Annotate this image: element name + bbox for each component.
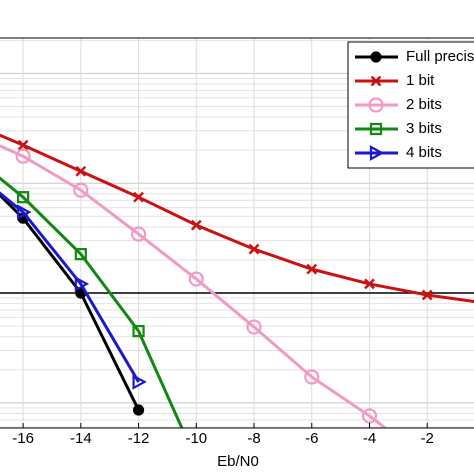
marker — [133, 191, 144, 203]
marker — [16, 191, 30, 204]
marker — [74, 276, 90, 292]
legend-label: 2 bits — [406, 96, 442, 113]
legend-label: 1 bit — [406, 72, 435, 89]
marker — [132, 374, 147, 390]
marker — [368, 97, 384, 113]
legend-label: Full precision — [406, 48, 474, 65]
x-tick-label: -8 — [247, 430, 260, 447]
x-tick-label: -4 — [363, 430, 376, 447]
marker — [421, 454, 434, 467]
marker — [75, 165, 87, 177]
x-tick-label: -16 — [12, 430, 34, 447]
legend-label: 4 bits — [406, 144, 442, 161]
marker — [15, 148, 31, 164]
x-axis-label: Eb/N0 — [217, 453, 259, 470]
marker — [369, 122, 383, 136]
marker — [130, 226, 147, 242]
marker — [74, 248, 87, 261]
series-line — [0, 133, 474, 304]
marker — [421, 289, 433, 301]
series-line — [0, 176, 184, 428]
marker — [190, 219, 202, 231]
marker — [306, 263, 318, 275]
marker — [369, 145, 385, 161]
series-line — [0, 191, 140, 383]
series-line — [0, 144, 388, 428]
x-tick-label: -10 — [185, 430, 207, 447]
marker — [364, 278, 375, 290]
x-tick-label: -12 — [128, 430, 150, 447]
marker — [132, 404, 145, 416]
marker — [191, 455, 201, 465]
series-line — [0, 193, 140, 411]
x-tick-label: -2 — [421, 430, 434, 447]
marker — [361, 408, 378, 424]
marker — [73, 182, 89, 198]
legend-label: 3 bits — [406, 120, 442, 137]
marker — [304, 369, 320, 385]
marker — [370, 75, 382, 87]
marker — [370, 51, 382, 63]
marker — [16, 204, 32, 221]
marker — [246, 319, 262, 335]
marker — [188, 271, 204, 287]
x-tick-label: -14 — [70, 430, 92, 447]
marker — [248, 243, 260, 255]
marker — [17, 139, 29, 151]
marker — [132, 325, 145, 338]
x-tick-label: -6 — [305, 430, 318, 447]
